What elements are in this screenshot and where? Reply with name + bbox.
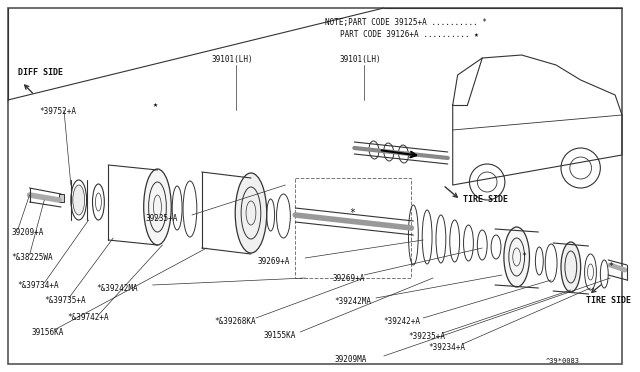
Text: *: * xyxy=(608,262,613,271)
Text: NOTE;PART CODE 39125+A .......... *: NOTE;PART CODE 39125+A .......... * xyxy=(324,18,486,27)
Text: ^39*0083: ^39*0083 xyxy=(546,358,580,364)
Text: 39269+A: 39269+A xyxy=(333,274,365,283)
Circle shape xyxy=(470,164,505,200)
Ellipse shape xyxy=(504,227,529,287)
Ellipse shape xyxy=(236,173,267,253)
Text: *&39735+A: *&39735+A xyxy=(44,296,86,305)
Text: *39242MA: *39242MA xyxy=(335,297,372,306)
Bar xyxy=(295,178,412,278)
Ellipse shape xyxy=(561,242,580,292)
Circle shape xyxy=(561,148,600,188)
Text: 39209+A: 39209+A xyxy=(12,228,44,237)
Text: *&39734+A: *&39734+A xyxy=(18,281,60,290)
Text: 39155KA: 39155KA xyxy=(264,331,296,340)
Text: *&39242MA: *&39242MA xyxy=(97,284,138,293)
Text: *&38225WA: *&38225WA xyxy=(12,253,53,262)
Text: ★: ★ xyxy=(152,100,157,109)
Text: 39101(LH): 39101(LH) xyxy=(212,55,253,64)
Text: *39235+A: *39235+A xyxy=(408,332,445,341)
Text: *: * xyxy=(349,208,355,218)
Text: 39209MA: 39209MA xyxy=(335,355,367,364)
Text: 39269+A: 39269+A xyxy=(258,257,290,266)
Text: 39235+A: 39235+A xyxy=(146,214,178,223)
Text: TIRE SIDE: TIRE SIDE xyxy=(463,195,508,204)
Text: *&39268KA: *&39268KA xyxy=(214,317,256,326)
Text: PART CODE 39126+A .......... ★: PART CODE 39126+A .......... ★ xyxy=(340,30,478,39)
Text: DIFF SIDE: DIFF SIDE xyxy=(18,68,63,77)
Text: *39234+A: *39234+A xyxy=(428,343,465,352)
Ellipse shape xyxy=(144,169,172,245)
Bar xyxy=(59,194,64,202)
Text: *&39742+A: *&39742+A xyxy=(67,313,109,322)
Text: TIRE SIDE: TIRE SIDE xyxy=(586,296,630,305)
Text: 39101(LH): 39101(LH) xyxy=(340,55,381,64)
Text: *39242+A: *39242+A xyxy=(384,317,421,326)
Text: *39752+A: *39752+A xyxy=(40,107,76,116)
Text: 39156KA: 39156KA xyxy=(31,328,64,337)
Ellipse shape xyxy=(73,185,84,215)
Text: *: * xyxy=(522,252,527,261)
